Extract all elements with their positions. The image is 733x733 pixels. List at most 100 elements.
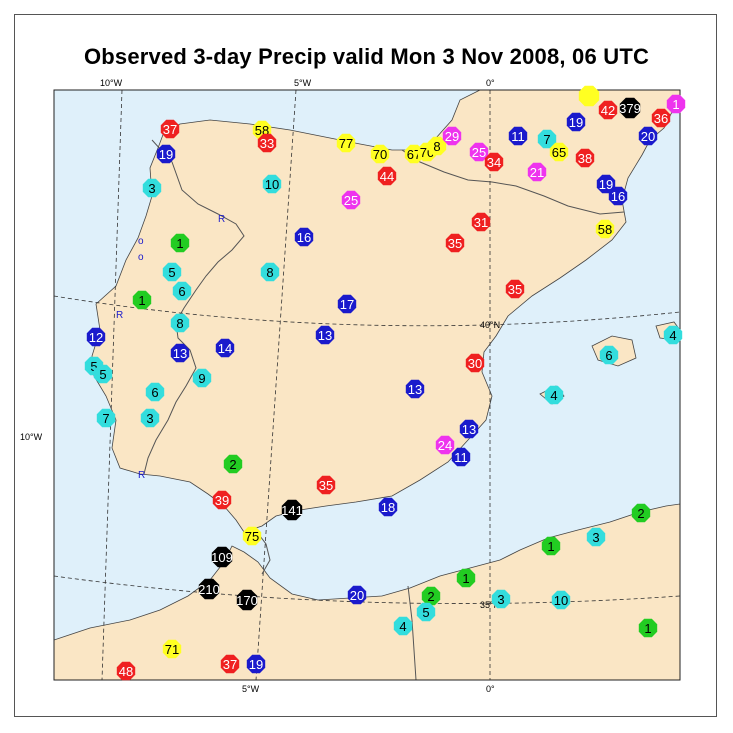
station-marker-shape	[638, 618, 658, 638]
station-marker: 3	[491, 589, 511, 609]
station-value: 3	[592, 530, 599, 545]
station-marker: 35	[316, 475, 336, 495]
station-marker: 35	[445, 233, 465, 253]
station-marker: 5	[162, 262, 182, 282]
station-marker: 1	[170, 233, 190, 253]
station-marker-shape	[170, 233, 190, 253]
station-value: 16	[611, 189, 625, 204]
station-marker-shape	[427, 136, 447, 156]
station-marker: 18	[378, 497, 398, 517]
station-marker-shape	[578, 85, 600, 107]
station-marker: 1	[456, 568, 476, 588]
station-value: 2	[637, 506, 644, 521]
station-marker: 6	[599, 345, 619, 365]
station-value: 13	[408, 382, 422, 397]
station-marker-shape	[663, 325, 683, 345]
station-value: 10	[265, 177, 279, 192]
station-marker-shape	[140, 408, 160, 428]
station-value: 2	[427, 589, 434, 604]
station-marker: 7	[96, 408, 116, 428]
station-marker-shape	[215, 338, 235, 358]
station-marker: 16	[294, 227, 314, 247]
station-marker: 30	[465, 353, 485, 373]
station-value: 109	[211, 550, 233, 565]
station-value: 1	[176, 236, 183, 251]
station-marker-shape	[551, 590, 571, 610]
station-marker-shape	[172, 281, 192, 301]
station-marker: 35	[505, 279, 525, 299]
station-marker: 25	[341, 190, 361, 210]
station-value: 17	[340, 297, 354, 312]
station-value: 4	[399, 619, 406, 634]
station-marker-shape	[96, 408, 116, 428]
station-value: 34	[487, 155, 501, 170]
station-marker: 38	[575, 148, 595, 168]
station-marker-shape	[223, 454, 243, 474]
station-marker: 3	[140, 408, 160, 428]
station-marker-shape	[93, 364, 113, 384]
station-value: 35	[508, 282, 522, 297]
station-value: 5	[99, 367, 106, 382]
station-marker: 44	[377, 166, 397, 186]
station-marker: 13	[405, 379, 425, 399]
station-marker: 24	[435, 435, 455, 455]
station-marker: 379	[619, 97, 641, 119]
station-marker-shape	[465, 353, 485, 373]
station-marker-shape	[421, 586, 441, 606]
station-value: 11	[511, 129, 525, 144]
river-mark: R	[138, 470, 145, 481]
station-value: 13	[173, 346, 187, 361]
station-marker: 13	[459, 419, 479, 439]
station-value: 11	[454, 450, 468, 465]
station-marker-shape	[575, 148, 595, 168]
station-value: 12	[89, 330, 103, 345]
station-marker-shape	[471, 212, 491, 232]
station-value: 13	[318, 328, 332, 343]
station-marker: 6	[172, 281, 192, 301]
station-value: 1	[547, 539, 554, 554]
station-marker-shape	[116, 661, 136, 681]
station-value: 24	[438, 438, 452, 453]
station-marker-shape	[451, 447, 471, 467]
station-marker: 29	[442, 126, 462, 146]
station-value: 39	[215, 493, 229, 508]
station-marker-shape	[236, 589, 258, 611]
station-value: 14	[218, 341, 232, 356]
station-marker-shape	[442, 126, 462, 146]
station-marker-shape	[586, 527, 606, 547]
station-marker: 19	[566, 112, 586, 132]
station-marker: 10	[551, 590, 571, 610]
station-marker: 17	[337, 294, 357, 314]
station-value: 70	[373, 147, 387, 162]
station-value: 5	[422, 605, 429, 620]
station-marker-shape	[405, 379, 425, 399]
station-marker: 37	[160, 119, 180, 139]
station-marker: 5	[416, 602, 436, 622]
station-value: 58	[598, 222, 612, 237]
station-marker-shape	[86, 327, 106, 347]
grid-label-40n: 40°N	[480, 320, 500, 330]
station-marker: 1	[541, 536, 561, 556]
station-marker-shape	[160, 119, 180, 139]
station-marker: 70	[370, 144, 390, 164]
station-marker-shape	[527, 162, 547, 182]
station-value: 8	[266, 265, 273, 280]
station-marker-shape	[537, 129, 557, 149]
station-marker: 109	[211, 546, 233, 568]
river-mark: o	[138, 252, 144, 263]
station-marker: 48	[116, 661, 136, 681]
grid-label-0-top: 0°	[486, 78, 495, 88]
station-marker-shape	[544, 385, 564, 405]
station-marker-shape	[377, 166, 397, 186]
station-marker: 7	[537, 129, 557, 149]
station-marker-shape	[242, 526, 262, 546]
station-value: 38	[578, 151, 592, 166]
station-marker: 20	[347, 585, 367, 605]
station-marker-shape	[341, 190, 361, 210]
station-marker: 4	[393, 616, 413, 636]
station-value: 9	[198, 371, 205, 386]
station-marker-shape	[566, 112, 586, 132]
station-value: 65	[552, 145, 566, 160]
station-value: 3	[148, 181, 155, 196]
